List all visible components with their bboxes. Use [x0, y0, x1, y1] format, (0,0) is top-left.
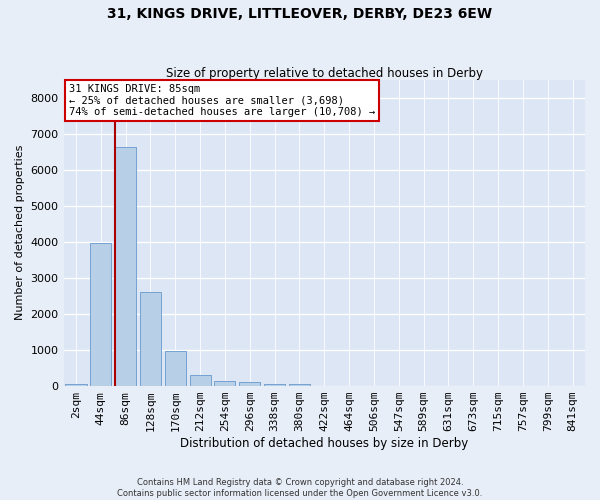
Text: 31 KINGS DRIVE: 85sqm
← 25% of detached houses are smaller (3,698)
74% of semi-d: 31 KINGS DRIVE: 85sqm ← 25% of detached … — [69, 84, 375, 117]
Bar — [65, 384, 86, 386]
X-axis label: Distribution of detached houses by size in Derby: Distribution of detached houses by size … — [180, 437, 469, 450]
Bar — [239, 382, 260, 386]
Bar — [214, 382, 235, 386]
Text: Contains HM Land Registry data © Crown copyright and database right 2024.
Contai: Contains HM Land Registry data © Crown c… — [118, 478, 482, 498]
Bar — [115, 148, 136, 386]
Bar — [264, 384, 285, 386]
Bar — [165, 352, 186, 386]
Title: Size of property relative to detached houses in Derby: Size of property relative to detached ho… — [166, 66, 483, 80]
Text: 31, KINGS DRIVE, LITTLEOVER, DERBY, DE23 6EW: 31, KINGS DRIVE, LITTLEOVER, DERBY, DE23… — [107, 8, 493, 22]
Bar — [90, 242, 112, 386]
Y-axis label: Number of detached properties: Number of detached properties — [15, 145, 25, 320]
Bar — [289, 384, 310, 386]
Bar — [140, 292, 161, 386]
Bar — [190, 376, 211, 386]
